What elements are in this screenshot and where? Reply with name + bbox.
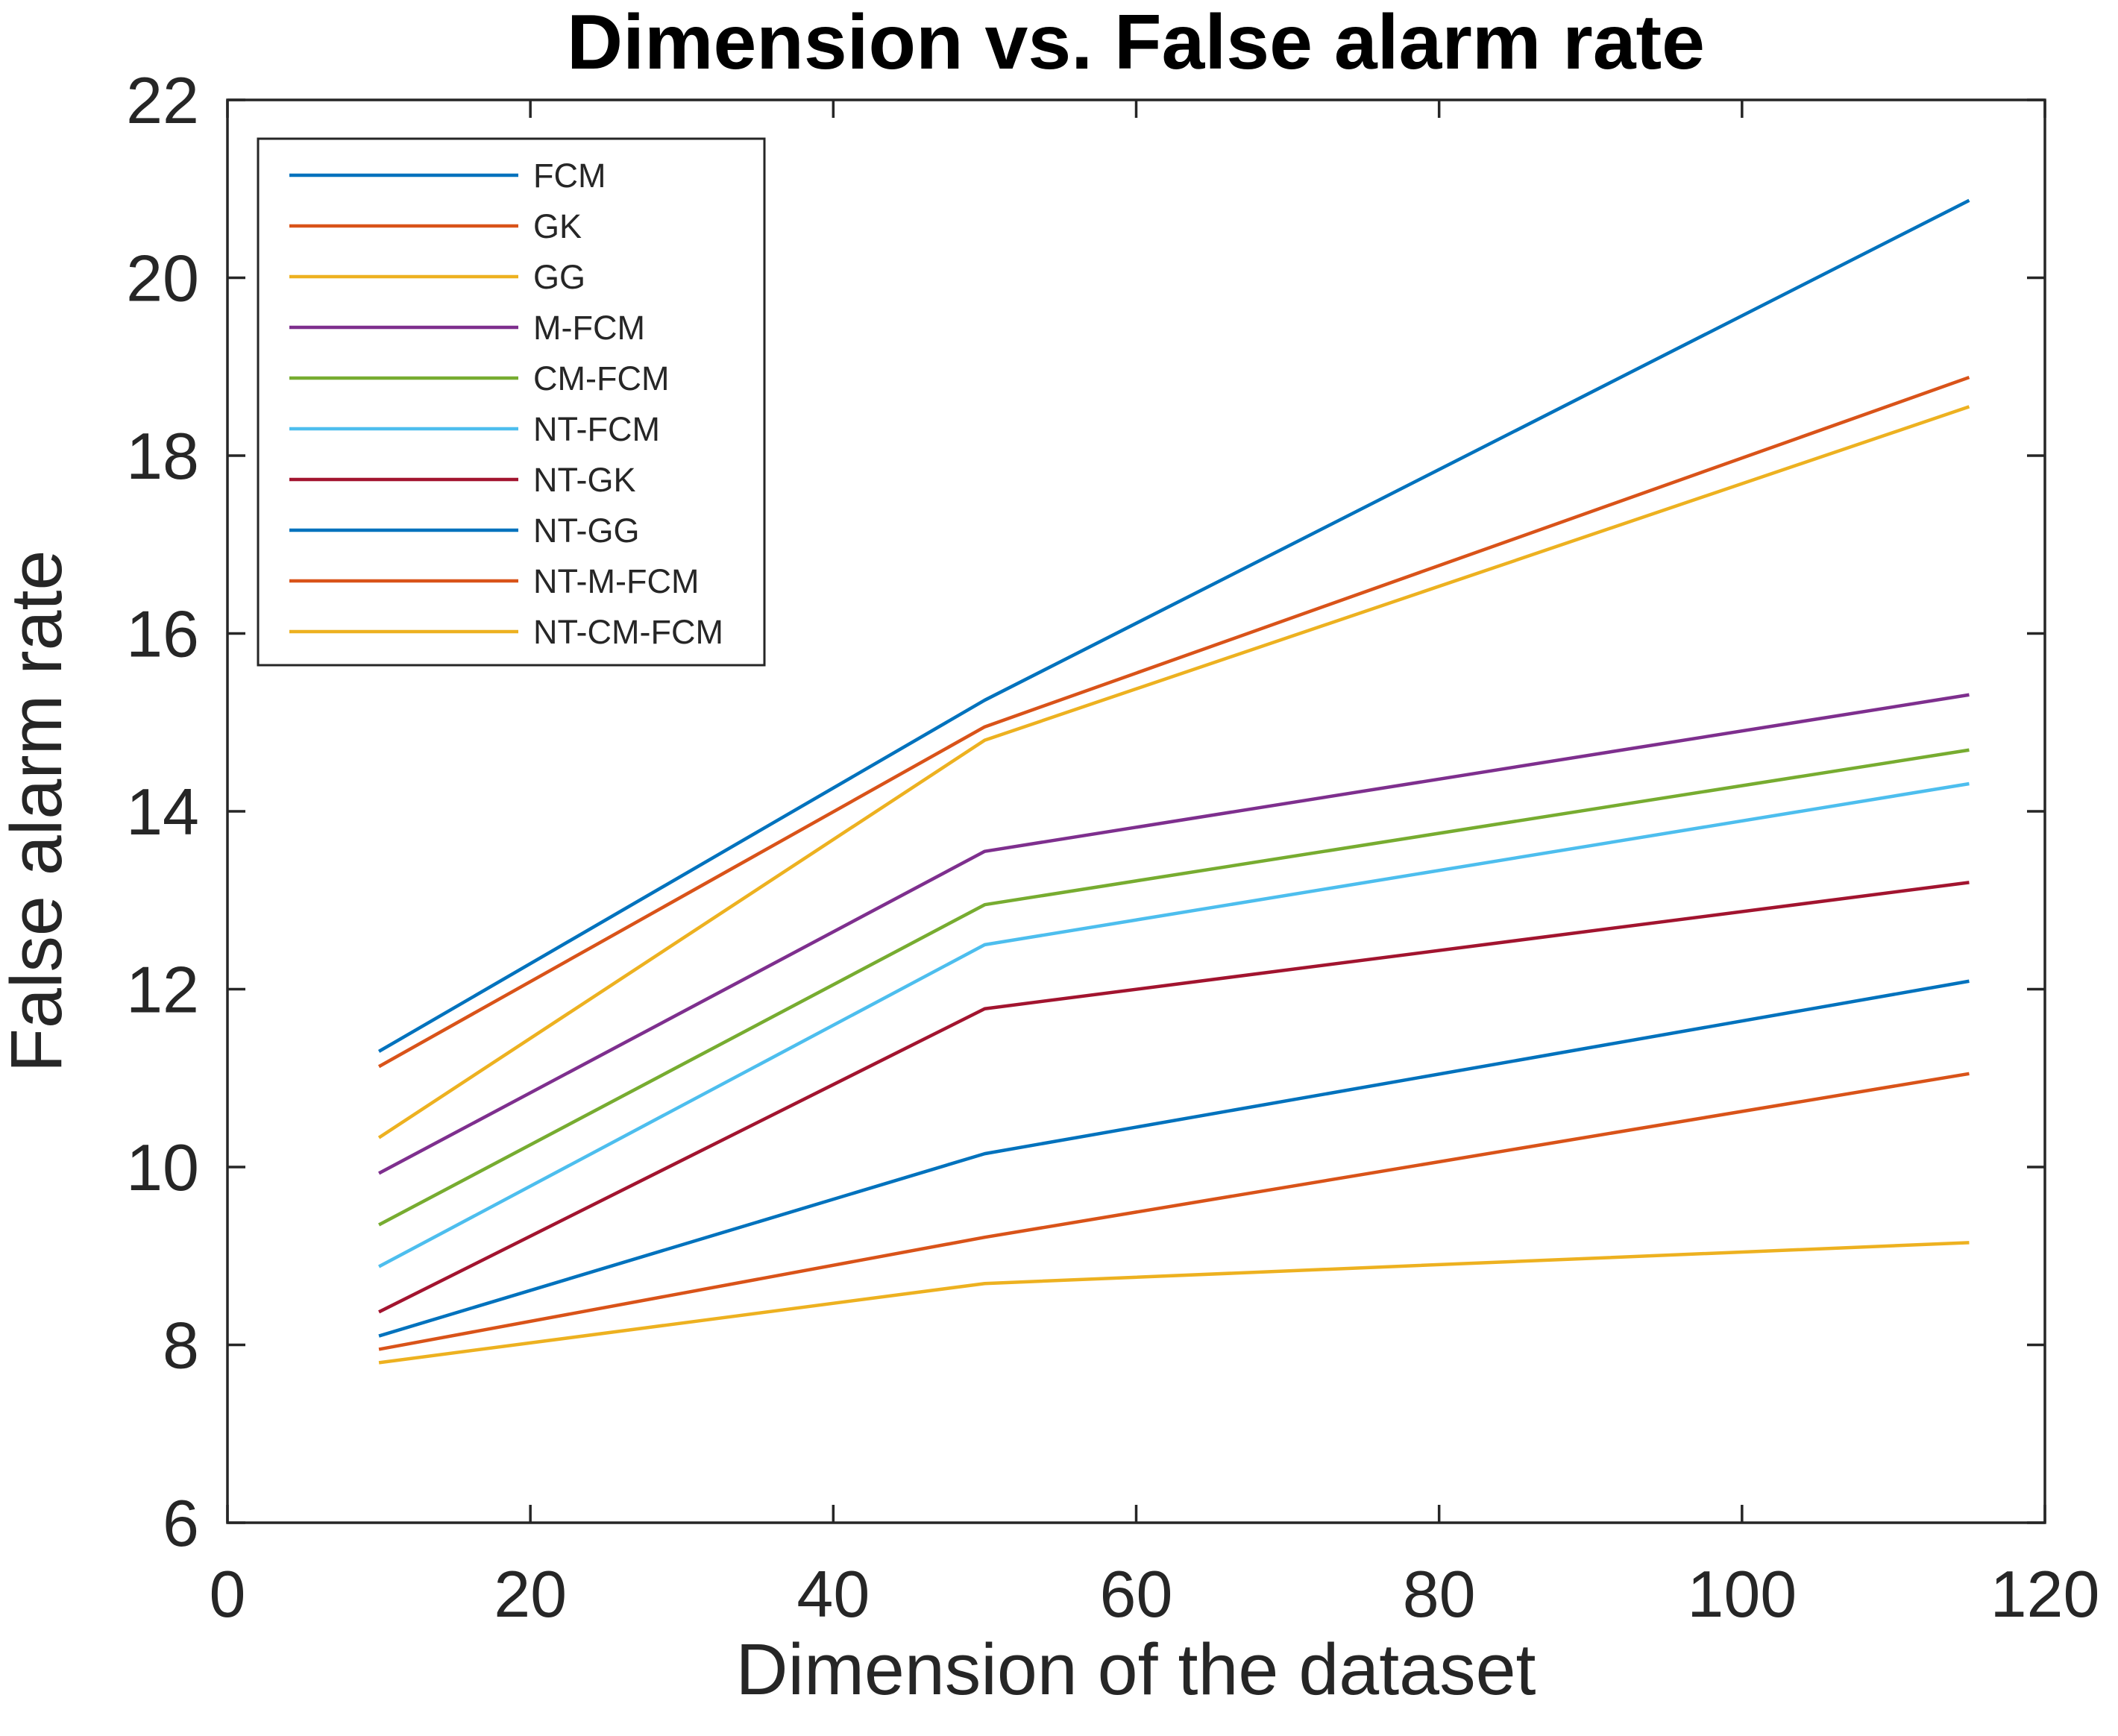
series-line-fcm [377,198,1970,1053]
x-tick-label: 60 [1100,1557,1173,1631]
y-tick-label: 10 [126,1130,199,1204]
legend-item-nt-gk: NT-GK [289,461,636,499]
legend-label: GK [533,207,582,245]
y-tick-label: 8 [163,1308,199,1382]
legend-label: NT-FCM [533,410,660,448]
series-line-nt-gg [378,979,1970,1338]
legend-label: NT-GK [533,461,636,499]
series-line-gg [377,405,1970,1139]
series-line-nt-cm-fcm [378,1241,1970,1365]
chart-title: Dimension vs. False alarm rate [567,0,1705,86]
series-line-cm-fcm [378,748,1970,1227]
y-tick-label: 12 [126,952,199,1026]
legend-item-nt-m-fcm: NT-M-FCM [289,562,699,600]
legend-label: NT-CM-FCM [533,613,723,651]
series-line-gk [377,375,1970,1069]
y-tick-label: 14 [126,775,199,849]
legend-item-nt-fcm: NT-FCM [289,410,660,448]
legend-item-m-fcm: M-FCM [289,309,645,347]
x-axis-label: Dimension of the dataset [735,1629,1536,1710]
legend-label: NT-GG [533,512,640,550]
x-tick-label: 100 [1687,1557,1797,1631]
y-tick-label: 6 [163,1486,199,1560]
y-tick-label: 18 [126,419,199,493]
legend-label: FCM [533,157,606,195]
y-axis-label: False alarm rate [0,550,77,1073]
legend-label: GG [533,258,585,296]
legend-item-nt-cm-fcm: NT-CM-FCM [289,613,723,651]
axis-ticks [226,98,2046,1524]
legend-item-fcm: FCM [289,157,606,195]
legend-label: CM-FCM [533,359,669,397]
x-tick-label: 80 [1403,1557,1476,1631]
x-tick-label: 20 [494,1557,567,1631]
series-lines [377,198,1970,1365]
x-tick-label: 120 [1990,1557,2100,1631]
legend-item-gk: GK [289,207,582,245]
y-tick-label: 22 [126,63,199,137]
series-line-nt-fcm [378,781,1970,1268]
legend-item-nt-gg: NT-GG [289,512,640,550]
x-tick-labels: 0 20 40 60 80 100 120 [210,1557,2100,1631]
series-line-nt-m-fcm [378,1072,1970,1351]
series-line-m-fcm [378,693,1970,1175]
legend-item-cm-fcm: CM-FCM [289,359,669,397]
legend-label: NT-M-FCM [533,562,699,600]
y-tick-label: 20 [126,241,199,315]
legend-item-gg: GG [289,258,585,296]
x-tick-label: 40 [796,1557,870,1631]
y-tick-label: 16 [126,597,199,670]
legend-label: M-FCM [533,309,645,347]
legend: FCM GK GG M-FCM CM-FCM NT-FCM NT-GK NT-GG NT-M-F… [257,137,766,667]
series-line-nt-gk [378,881,1970,1314]
y-tick-labels: 6 8 10 12 14 16 18 20 22 [126,63,199,1560]
x-tick-label: 0 [210,1557,246,1631]
